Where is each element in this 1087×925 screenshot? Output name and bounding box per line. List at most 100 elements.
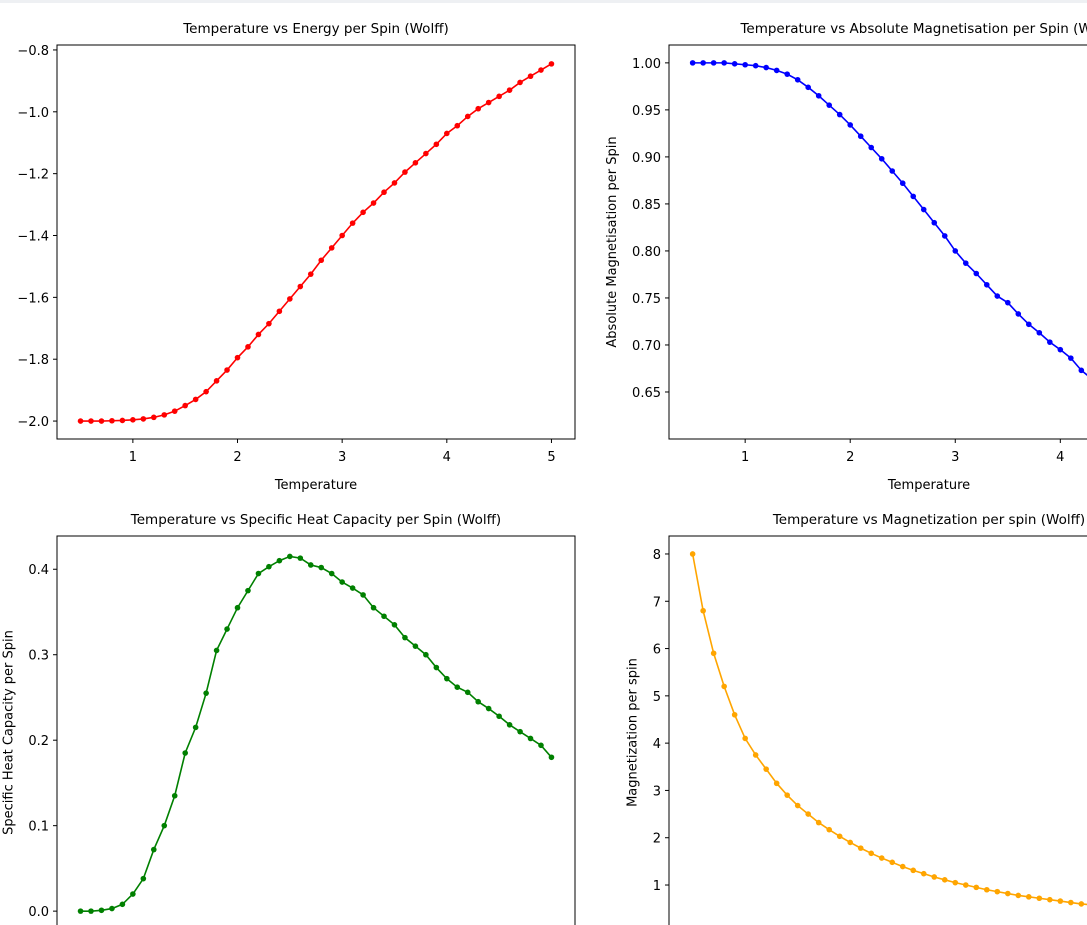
point (994, 293, 1001, 299)
point (433, 141, 440, 148)
point (983, 281, 990, 288)
point (784, 792, 790, 798)
point (412, 160, 419, 166)
point (266, 563, 272, 570)
x-tick-label: 1 (741, 450, 749, 465)
point (88, 418, 94, 424)
point (548, 61, 555, 67)
y-axis-label: Absolute Magnetisation per Spin (605, 136, 620, 347)
y-axis-label: Magnetization per spin (626, 658, 641, 807)
point (973, 884, 980, 891)
point (464, 689, 471, 696)
point (370, 604, 377, 611)
x-tick-label: 4 (443, 450, 451, 465)
y-tick-label: −0.8 (17, 44, 49, 59)
point (245, 344, 251, 350)
point (391, 622, 398, 628)
point (826, 826, 833, 833)
point (360, 592, 366, 598)
series-line (691, 553, 1087, 906)
chart-title: Temperature vs Absolute Magnetisation pe… (739, 21, 1087, 37)
point (161, 412, 168, 418)
point (763, 766, 769, 772)
point (423, 150, 429, 157)
plot-area (689, 551, 1087, 907)
point (255, 331, 262, 338)
y-tick-label: 1 (653, 879, 661, 894)
point (98, 907, 105, 914)
point (192, 396, 199, 403)
point (119, 901, 126, 908)
y-tick-label: 5 (653, 690, 661, 705)
point (203, 388, 209, 395)
point (182, 402, 188, 409)
point (349, 220, 356, 226)
point (952, 879, 959, 886)
x-tick-label: 3 (951, 450, 959, 465)
y-tick-label: 0.70 (632, 339, 661, 354)
point (962, 882, 969, 888)
point (773, 780, 780, 787)
point (360, 209, 366, 216)
y-tick-label: 0.75 (632, 292, 661, 307)
point (836, 111, 843, 118)
y-tick-label: 3 (653, 784, 661, 799)
point (464, 113, 471, 120)
point (150, 414, 157, 421)
point (339, 579, 345, 585)
point (538, 742, 544, 749)
point (941, 877, 948, 883)
point (381, 613, 387, 620)
point (910, 867, 917, 874)
point (276, 557, 283, 564)
chart-title: Temperature vs Specific Heat Capacity pe… (130, 512, 501, 528)
plot-area (689, 60, 1087, 376)
point (973, 270, 980, 277)
point (794, 76, 801, 83)
point (527, 73, 534, 80)
point (444, 675, 450, 682)
point (77, 418, 84, 424)
point (171, 408, 178, 414)
point (140, 875, 147, 882)
point (527, 735, 534, 742)
subplot: Temperature vs Absolute Magnetisation pe… (605, 21, 1087, 493)
point (423, 651, 429, 658)
point (506, 722, 513, 728)
point (328, 245, 335, 251)
subplot: Temperature vs Magnetization per spin (W… (626, 512, 1087, 925)
point (1025, 321, 1032, 328)
y-tick-label: −1.2 (17, 168, 49, 183)
point (1078, 901, 1085, 907)
point (391, 180, 398, 186)
point (339, 232, 345, 239)
subplot: Temperature vs Specific Heat Capacity pe… (1, 512, 576, 925)
point (433, 664, 440, 671)
point (794, 802, 801, 809)
point (255, 570, 262, 577)
point (213, 378, 220, 384)
point (402, 634, 408, 641)
point (847, 839, 854, 846)
point (1078, 367, 1085, 374)
point (266, 320, 272, 327)
point (868, 144, 875, 151)
y-tick-label: 7 (653, 595, 661, 610)
point (496, 713, 502, 720)
plot-area (77, 61, 555, 424)
point (538, 67, 544, 73)
point (1025, 894, 1032, 900)
point (454, 684, 461, 690)
point (1068, 355, 1074, 361)
point (815, 92, 822, 99)
point (402, 169, 408, 175)
point (994, 888, 1001, 895)
point (952, 248, 959, 254)
y-tick-label: 0.4 (28, 563, 49, 578)
point (548, 754, 555, 761)
y-tick-label: 0.65 (632, 386, 661, 401)
point (983, 886, 990, 893)
point (1036, 895, 1043, 902)
point (805, 84, 811, 91)
